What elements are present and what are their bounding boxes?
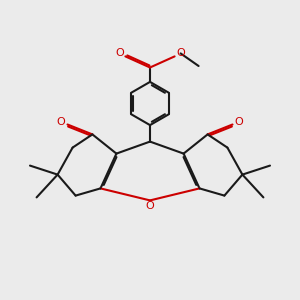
Text: O: O bbox=[146, 201, 154, 211]
Text: O: O bbox=[115, 48, 124, 59]
Text: O: O bbox=[56, 117, 65, 127]
Text: O: O bbox=[176, 48, 185, 59]
Text: O: O bbox=[235, 117, 244, 127]
